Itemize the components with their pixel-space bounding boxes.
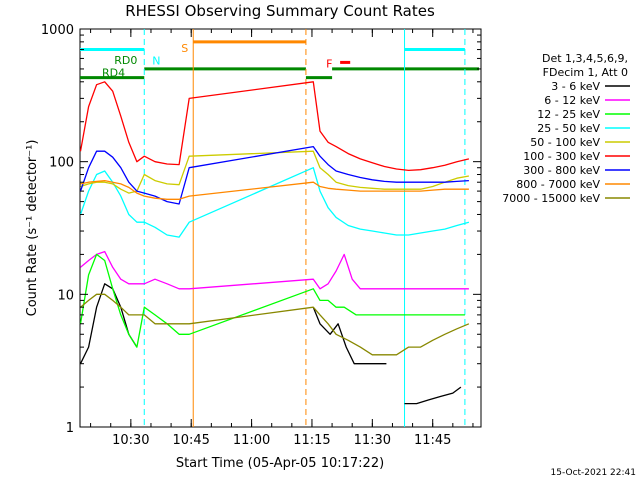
y-tick-label-100: 100	[49, 156, 74, 171]
y-tick-label-1000: 1000	[41, 23, 74, 38]
series-line-7000-15000-kev	[80, 293, 470, 356]
x-axis-label: Start Time (05-Apr-05 10:17:22)	[176, 456, 384, 471]
legend-label-800-7000-kev: 800 - 7000 keV	[516, 178, 600, 191]
y-axis: 1 10 100 1000	[41, 23, 481, 436]
series-line-12-25-kev	[79, 253, 465, 348]
legend-label-100-300-kev: 100 - 300 keV	[523, 150, 600, 163]
chart-title: RHESSI Observing Summary Count Rates	[125, 2, 435, 20]
x-tick-label-10-45: 10:45	[172, 433, 209, 448]
x-axis: 10:30 10:45 11:00 11:15 11:30 11:45	[90, 29, 474, 448]
flag-label-f: F	[326, 57, 332, 70]
legend-label-50-100-kev: 50 - 100 keV	[530, 136, 600, 149]
series-line-300-800-kev	[79, 145, 469, 205]
y-axis-label: Count Rate (s⁻¹ detector⁻¹)	[25, 140, 40, 317]
x-tick-label-10-30: 10:30	[112, 433, 149, 448]
generated-timestamp: 15-Oct-2021 22:41	[551, 468, 636, 478]
series-line-800-7000-kev	[80, 179, 469, 200]
legend-header-1: FDecim 1, Att 0	[543, 66, 628, 79]
plot-frame	[79, 28, 482, 428]
legend-label-300-800-kev: 300 - 800 keV	[523, 164, 600, 177]
legend-header-0: Det 1,3,4,5,6,9,	[542, 52, 628, 65]
legend-label-6-12-kev: 6 - 12 keV	[544, 94, 600, 107]
legend-label-7000-15000-kev: 7000 - 15000 keV	[502, 192, 600, 205]
x-tick-label-11-45: 11:45	[414, 433, 451, 448]
flag-label-rd0: RD0	[114, 54, 137, 67]
series-line-100-300-kev	[79, 81, 470, 172]
x-tick-label-11-15: 11:15	[293, 433, 330, 448]
series-line-25-50-kev	[79, 167, 470, 238]
flag-label-n: N	[152, 55, 160, 68]
legend-label-3-6-kev: 3 - 6 keV	[551, 80, 600, 93]
series-lines	[79, 81, 470, 405]
x-tick-label-11-30: 11:30	[354, 433, 391, 448]
legend-label-25-50-kev: 25 - 50 keV	[537, 122, 600, 135]
series-line-50-100-kev	[80, 150, 470, 194]
x-tick-label-11-00: 11:00	[233, 433, 270, 448]
series-line-6-12-kev	[80, 250, 469, 290]
y-tick-label-1: 1	[66, 421, 74, 436]
legend-label-12-25-kev: 12 - 25 keV	[537, 108, 600, 121]
legend: Det 1,3,4,5,6,9,FDecim 1, Att 03 - 6 keV…	[502, 52, 630, 205]
mode-change-lines	[143, 29, 466, 427]
flag-label-rd4: RD4	[102, 67, 125, 80]
flag-label-s: S	[181, 42, 188, 55]
y-tick-label-10: 10	[57, 288, 74, 303]
